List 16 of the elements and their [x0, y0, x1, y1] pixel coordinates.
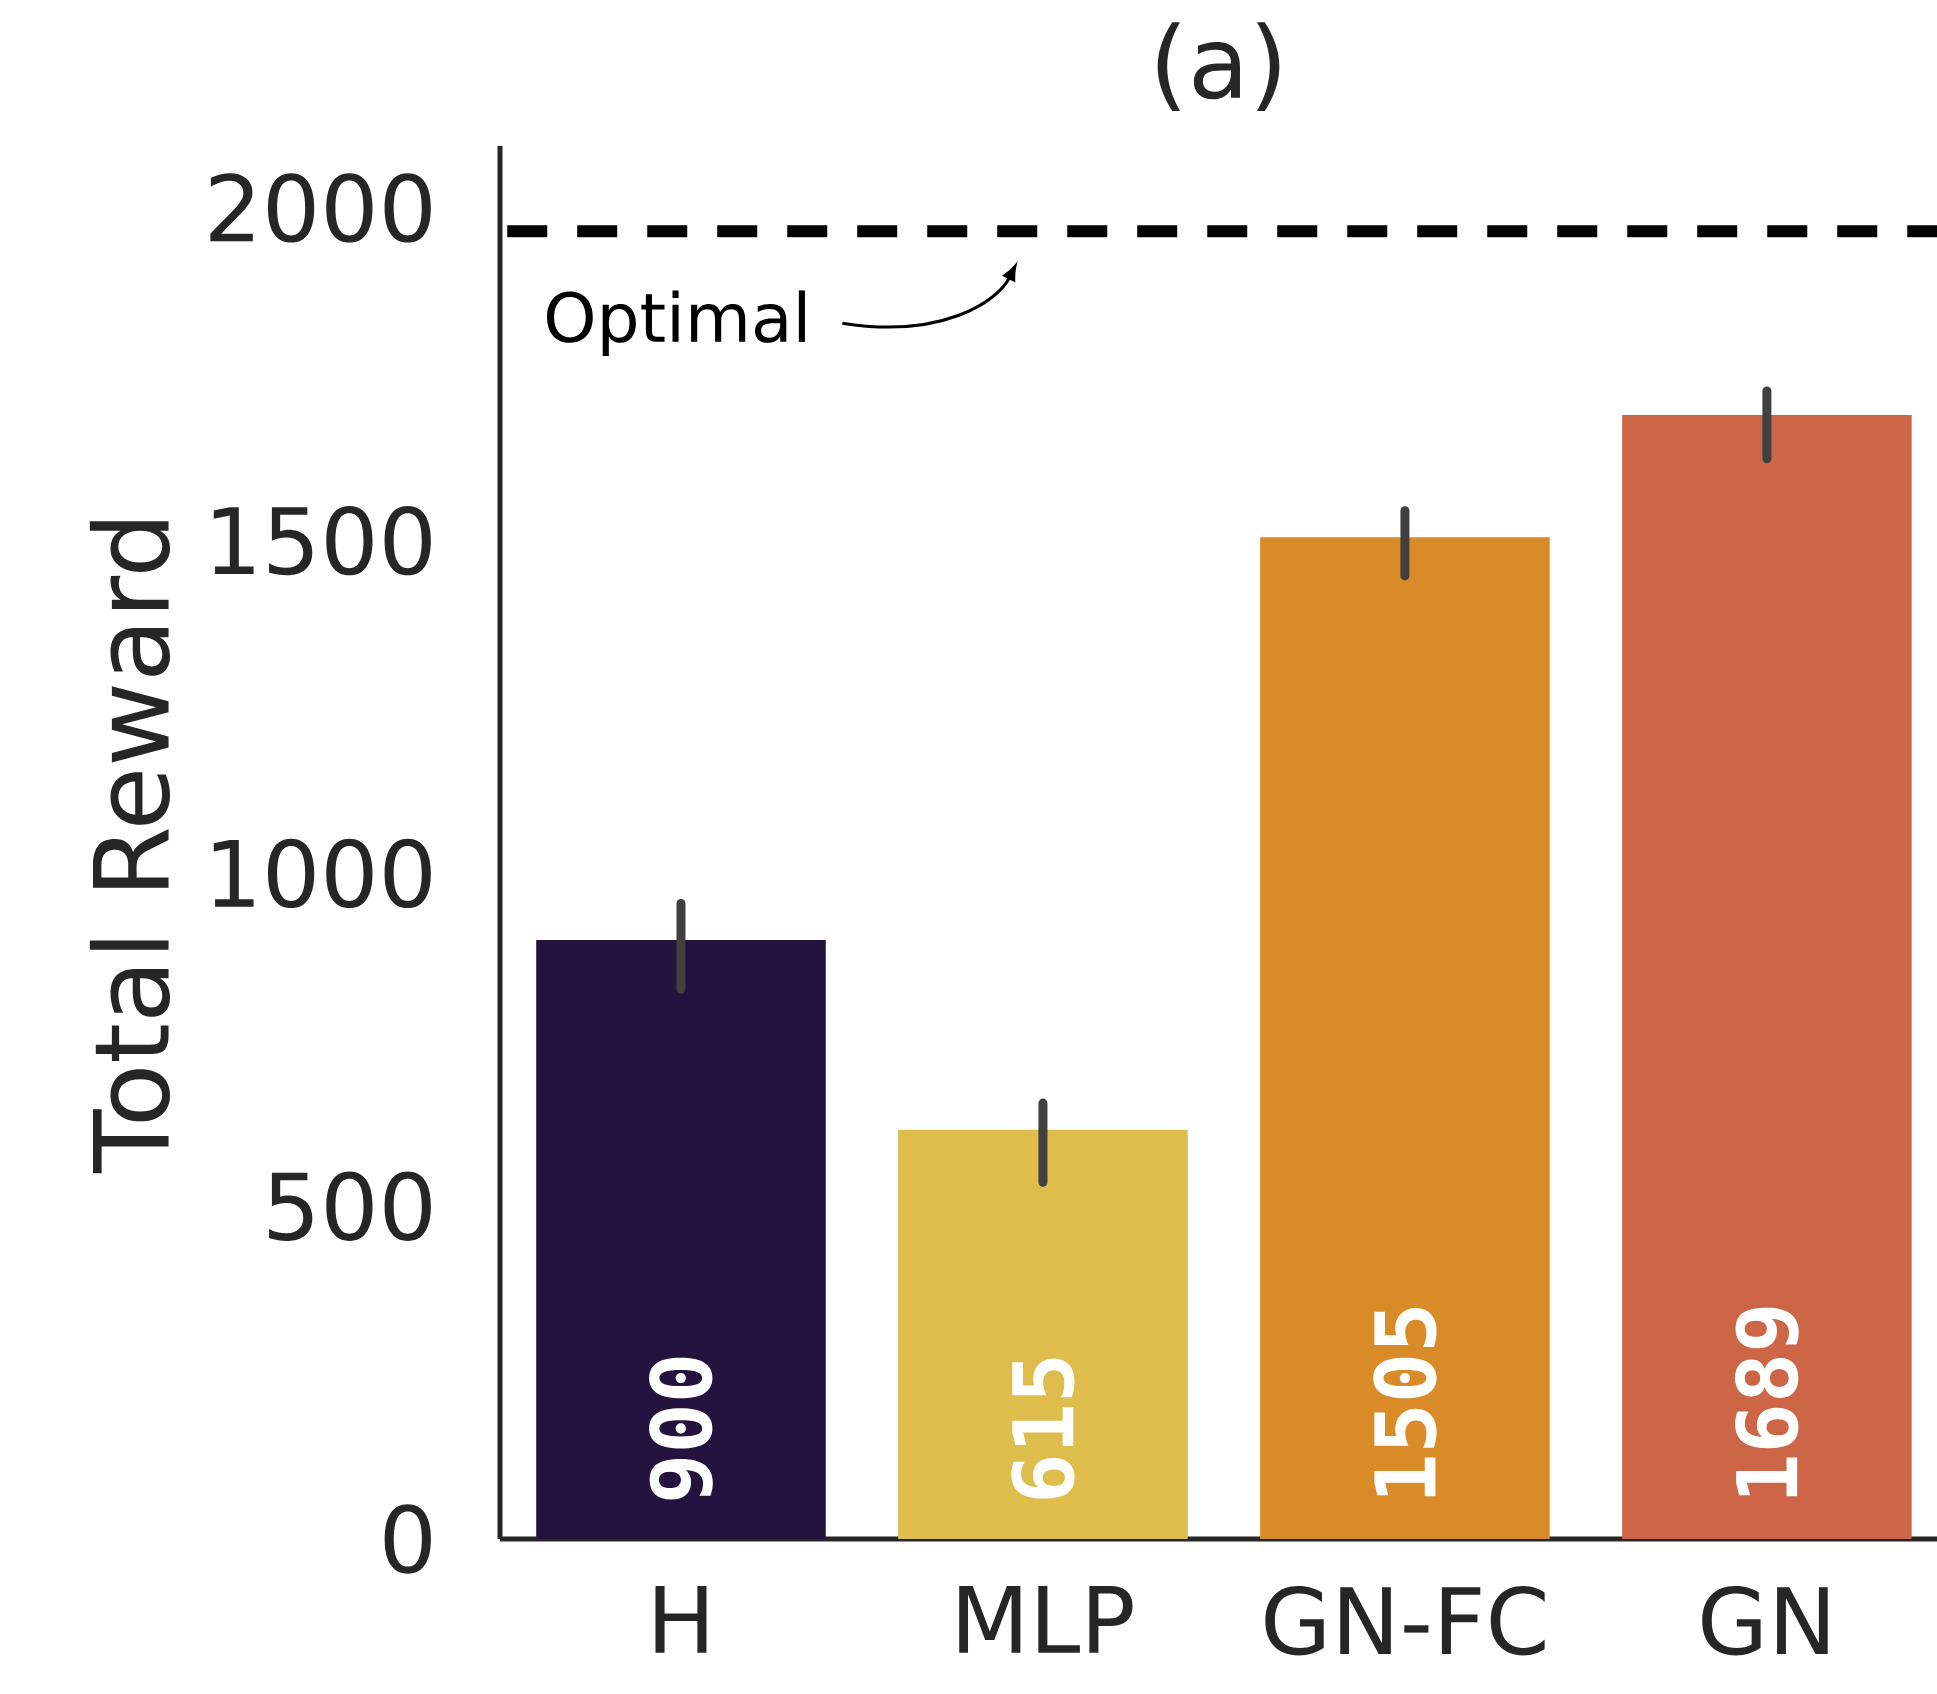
- y-axis-title: Total Reward: [89, 521, 171, 1174]
- y-tick-label: 1500: [213, 506, 431, 576]
- legend-label: Optimal: [547, 290, 805, 356]
- chart-title: (a): [1157, 22, 1280, 111]
- y-tick-label: 1000: [213, 838, 431, 909]
- y-tick-label: 2000: [210, 173, 431, 243]
- data-label: 900: [649, 1357, 713, 1500]
- x-tick-label: GN: [1702, 1586, 1828, 1656]
- data-label: 1689: [1735, 1307, 1799, 1497]
- y-tick-label: 500: [269, 1171, 431, 1241]
- data-label: 615: [1011, 1358, 1075, 1499]
- y-tick-label: 0: [384, 1504, 431, 1574]
- x-tick-label: H: [655, 1586, 707, 1653]
- x-tick-label: MLP: [959, 1586, 1133, 1653]
- x-tick-label: GN-FC: [1265, 1586, 1545, 1656]
- data-label: 1505: [1373, 1308, 1437, 1497]
